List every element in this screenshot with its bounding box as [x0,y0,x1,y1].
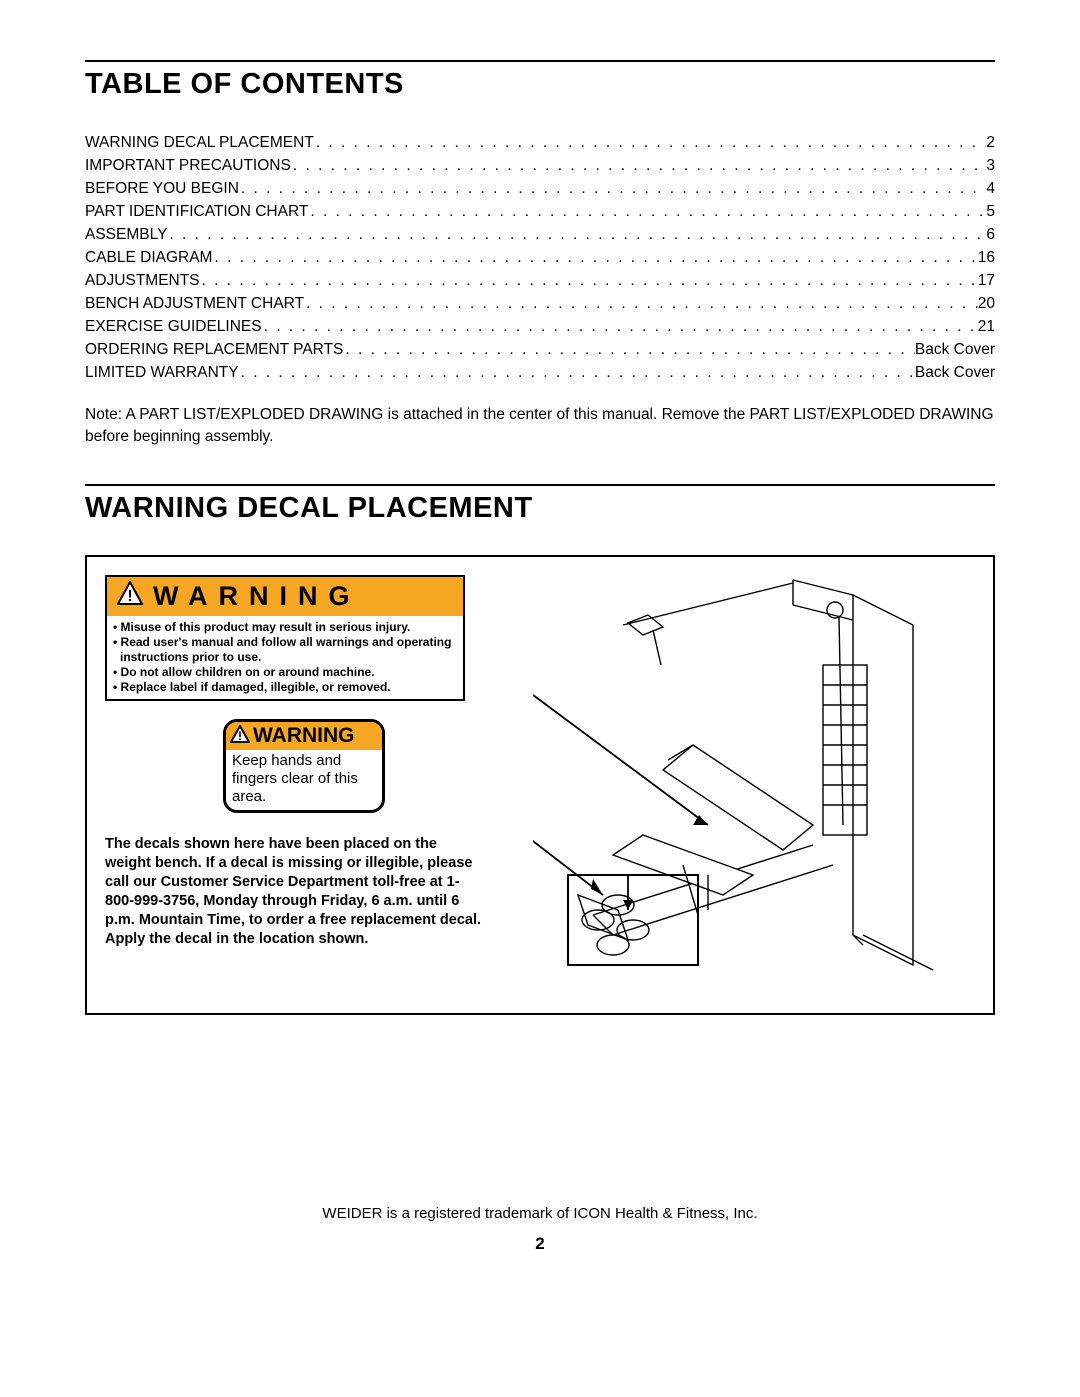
warning-bullet: • Misuse of this product may result in s… [113,620,457,635]
toc-label: BENCH ADJUSTMENT CHART [85,292,304,315]
toc-page: 5 [986,200,995,223]
toc-label: IMPORTANT PRECAUTIONS [85,154,291,177]
toc-page: Back Cover [915,338,995,361]
warning-decal-large: ! WARNING • Misuse of this product may r… [105,575,465,701]
warning-small-title: WARNING [253,724,355,748]
toc-dots [308,200,986,223]
equipment-diagram [533,575,963,975]
toc-row: ORDERING REPLACEMENT PARTS Back Cover [85,338,995,361]
mid-rule [85,484,995,486]
decal-placement-box: ! WARNING • Misuse of this product may r… [85,555,995,1015]
toc-row: IMPORTANT PRECAUTIONS 3 [85,154,995,177]
warning-bullet: • Replace label if damaged, illegible, o… [113,680,457,695]
toc-row: LIMITED WARRANTY Back Cover [85,361,995,384]
toc-page: 3 [986,154,995,177]
warning-bullet: • Read user's manual and follow all warn… [113,635,457,665]
toc-page: 17 [978,269,995,292]
toc-dots [239,177,986,200]
toc-label: EXERCISE GUIDELINES [85,315,262,338]
toc-row: CABLE DIAGRAM 16 [85,246,995,269]
warning-large-title: WARNING [153,581,361,612]
warning-triangle-icon: ! [117,581,143,612]
toc-heading: TABLE OF CONTENTS [85,68,995,101]
toc-label: WARNING DECAL PLACEMENT [85,131,314,154]
svg-text:!: ! [238,729,242,743]
trademark-footer: WEIDER is a registered trademark of ICON… [85,1205,995,1222]
toc-label: LIMITED WARRANTY [85,361,239,384]
toc-page: Back Cover [915,361,995,384]
toc-row: EXERCISE GUIDELINES 21 [85,315,995,338]
warning-large-body: • Misuse of this product may result in s… [107,616,463,699]
toc-dots [314,131,987,154]
toc-dots [200,269,978,292]
toc-page: 4 [986,177,995,200]
toc-note: Note: A PART LIST/EXPLODED DRAWING is at… [85,404,995,448]
toc-page: 16 [978,246,995,269]
toc-dots [262,315,978,338]
toc-dots [212,246,977,269]
svg-text:!: ! [127,588,132,605]
warning-triangle-icon: ! [230,725,250,748]
toc-dots [291,154,987,177]
toc-page: 2 [986,131,995,154]
table-of-contents: WARNING DECAL PLACEMENT 2 IMPORTANT PRECA… [85,131,995,384]
toc-label: BEFORE YOU BEGIN [85,177,239,200]
toc-label: CABLE DIAGRAM [85,246,212,269]
toc-dots [239,361,915,384]
toc-dots [167,223,986,246]
warning-small-header: ! WARNING [226,722,382,750]
toc-page: 21 [978,315,995,338]
toc-row: BEFORE YOU BEGIN 4 [85,177,995,200]
toc-row: PART IDENTIFICATION CHART 5 [85,200,995,223]
toc-row: BENCH ADJUSTMENT CHART 20 [85,292,995,315]
toc-page: 6 [986,223,995,246]
toc-dots [304,292,978,315]
toc-page: 20 [978,292,995,315]
warning-decal-small: ! WARNING Keep hands and fingers clear o… [223,719,385,813]
toc-dots [343,338,914,361]
toc-row: ADJUSTMENTS 17 [85,269,995,292]
toc-row: ASSEMBLY 6 [85,223,995,246]
warning-small-body: Keep hands and fingers clear of this are… [226,750,382,810]
toc-label: ADJUSTMENTS [85,269,200,292]
warning-large-header: ! WARNING [107,577,463,616]
replacement-decal-note: The decals shown here have been placed o… [105,835,485,949]
top-rule [85,60,995,62]
toc-label: PART IDENTIFICATION CHART [85,200,308,223]
toc-label: ORDERING REPLACEMENT PARTS [85,338,343,361]
page-number: 2 [85,1234,995,1254]
decal-heading: WARNING DECAL PLACEMENT [85,492,995,525]
warning-bullet: • Do not allow children on or around mac… [113,665,457,680]
toc-row: WARNING DECAL PLACEMENT 2 [85,131,995,154]
toc-label: ASSEMBLY [85,223,167,246]
